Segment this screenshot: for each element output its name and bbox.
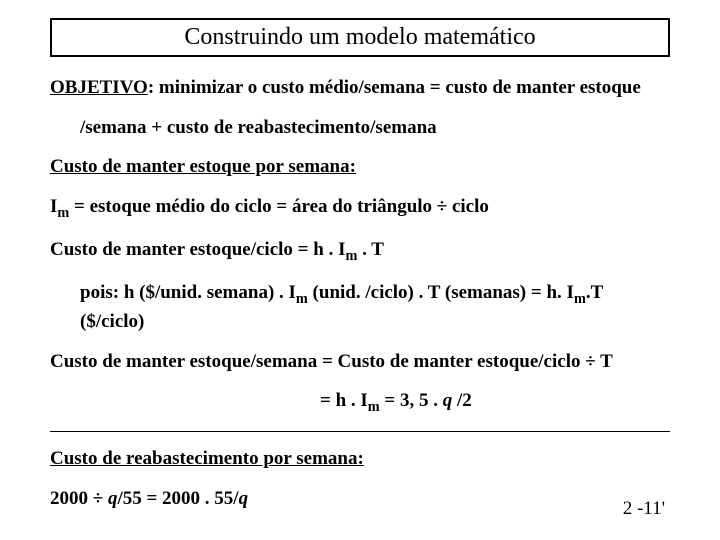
rc-q2: q xyxy=(239,488,249,509)
slide-container: Construindo um modelo matemático OBJETIV… xyxy=(0,0,720,540)
hcc-text-b: . T xyxy=(357,239,384,260)
because-line: pois: h ($/unid. semana) . Im (unid. /ci… xyxy=(50,280,670,335)
holding-cost-heading: Custo de manter estoque por semana: xyxy=(50,154,670,180)
bc-text-b: (unid. /ciclo) . T (semanas) = h. I xyxy=(308,282,574,303)
rc-a: 2000 ÷ xyxy=(50,488,108,509)
average-inventory-line: Im = estoque médio do ciclo = área do tr… xyxy=(50,194,670,223)
rc-q1: q xyxy=(108,488,118,509)
slide-title: Construindo um modelo matemático xyxy=(184,24,535,50)
holding-cost-heading-text: Custo de manter estoque por semana: xyxy=(50,156,356,177)
avg-inv-text: = estoque médio do ciclo = área do triân… xyxy=(69,196,489,217)
objective-text-2: /semana + custo de reabastecimento/seman… xyxy=(80,117,437,138)
hcwr-d: /2 xyxy=(457,390,472,411)
reorder-cost-heading: Custo de reabastecimento por semana: xyxy=(50,446,670,472)
hcwr-b: = 3, 5 . xyxy=(380,390,443,411)
objective-line-1: OBJETIVO: minimizar o custo médio/semana… xyxy=(50,75,670,101)
bc-text-a: pois: h ($/unid. semana) . I xyxy=(80,282,296,303)
im-sub-a: m xyxy=(57,205,69,221)
bc-sub-1: m xyxy=(296,291,308,307)
hcwr-a: = h . I xyxy=(320,390,368,411)
title-box: Construindo um modelo matemático xyxy=(50,18,670,57)
holding-cost-week-line: Custo de manter estoque/semana = Custo d… xyxy=(50,349,670,375)
reorder-cost-heading-text: Custo de reabastecimento por semana: xyxy=(50,448,364,469)
hcc-sub: m xyxy=(345,248,357,264)
objective-line-2: /semana + custo de reabastecimento/seman… xyxy=(50,115,670,141)
hcwr-q: q xyxy=(443,390,457,411)
slide-number-text: 2 -11' xyxy=(623,498,665,519)
objective-label: OBJETIVO xyxy=(50,77,148,98)
objective-text-1: : minimizar o custo médio/semana = custo… xyxy=(148,77,641,98)
holding-cost-week-result: = h . Im = 3, 5 . q /2 xyxy=(50,388,670,417)
slide-number: 2 -11' xyxy=(623,498,665,520)
bc-sub-2: m xyxy=(574,291,586,307)
hcc-text-a: Custo de manter estoque/ciclo = h . I xyxy=(50,239,345,260)
holding-cost-cycle-line: Custo de manter estoque/ciclo = h . Im .… xyxy=(50,237,670,266)
rc-c: /55 = 2000 . 55/ xyxy=(117,488,238,509)
divider xyxy=(50,431,670,432)
hcw-text: Custo de manter estoque/semana = Custo d… xyxy=(50,351,613,372)
hcwr-sub: m xyxy=(368,399,380,415)
reorder-cost-line: 2000 ÷ q/55 = 2000 . 55/q xyxy=(50,486,670,512)
